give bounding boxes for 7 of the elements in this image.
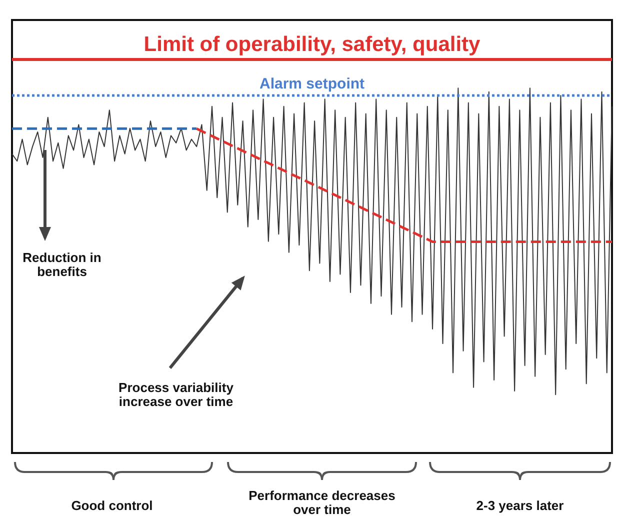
annotation: Process variability increase over time <box>118 380 234 409</box>
text: Performance decreases over time <box>248 488 396 517</box>
text: 2-3 years later <box>476 498 564 513</box>
annotation: Reduction in benefits <box>22 250 102 279</box>
ref-line-label: Alarm setpoint <box>259 75 365 92</box>
ref-line-label: Limit of operability, safety, quality <box>144 33 481 56</box>
text: Good control <box>71 498 153 513</box>
